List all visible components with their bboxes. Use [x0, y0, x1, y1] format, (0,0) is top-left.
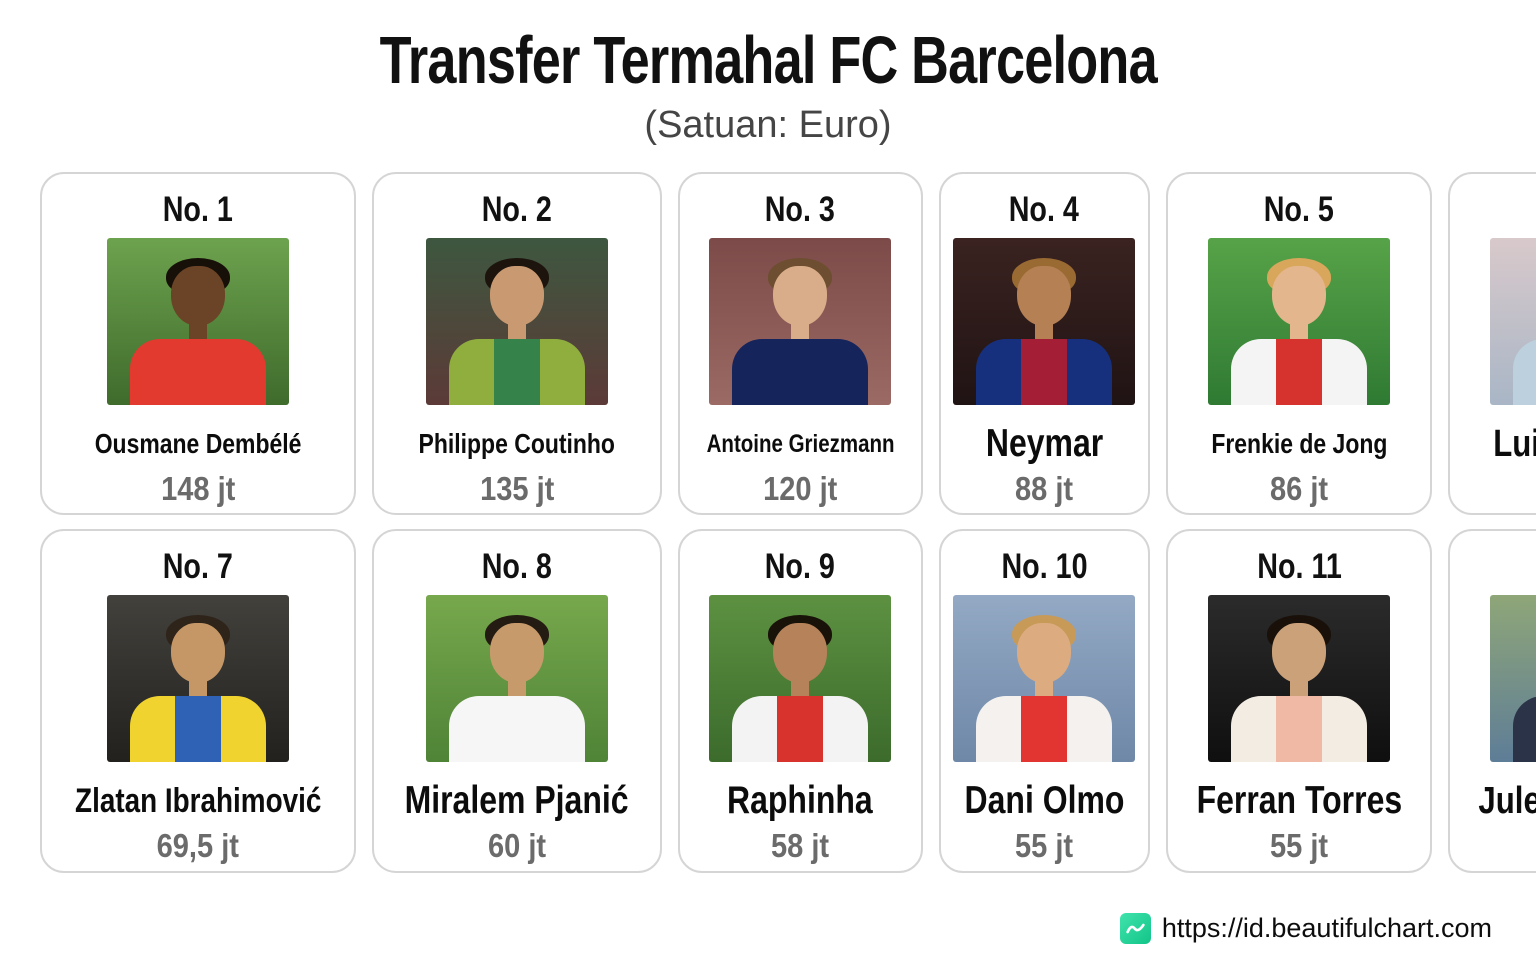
player-card: No. 5 Frenkie de Jong 86 jt [1165, 172, 1433, 515]
page-subtitle: (Satuan: Euro) [644, 104, 892, 147]
player-card: No. 9 Raphinha 58 jt [677, 529, 923, 873]
player-name: Ousmane Dembélé [94, 428, 302, 459]
player-card: No. 8 Miralem Pjanić 60 jt [372, 529, 662, 873]
transfer-value: 120 jt [762, 470, 838, 507]
player-neck [189, 322, 208, 340]
player-jersey [732, 696, 869, 762]
rank-label: No. 8 [481, 547, 553, 586]
rank-label: No. 10 [1001, 547, 1088, 586]
player-face [1272, 266, 1327, 326]
player-photo [709, 595, 892, 762]
player-card: No. 12 Jules Koundé 50 jt [1448, 529, 1536, 873]
player-face [1017, 623, 1072, 683]
player-jersey [448, 696, 585, 762]
player-neck [1290, 679, 1309, 697]
rank-label: No. 11 [1256, 547, 1342, 586]
player-name: Zlatan Ibrahimović [75, 781, 322, 820]
rank-label: No. 7 [163, 547, 234, 586]
player-jersey [448, 339, 585, 405]
player-name: Miralem Pjanić [404, 779, 629, 822]
player-neck [507, 322, 526, 340]
transfer-value: 86 jt [1270, 470, 1329, 507]
player-card: No. 6 Luis Suárez 81,7 jt [1448, 172, 1536, 515]
player-face [171, 623, 226, 683]
player-photo [953, 595, 1136, 762]
player-face [171, 266, 226, 326]
player-neck [1035, 322, 1054, 340]
player-name: Luis Suárez [1493, 422, 1536, 465]
player-name: Frenkie de Jong [1211, 428, 1388, 459]
player-card: No. 1 Ousmane Dembélé 148 jt [40, 172, 357, 515]
player-photo [425, 238, 608, 405]
player-card: No. 10 Dani Olmo 55 jt [938, 529, 1150, 873]
transfer-value: 69,5 jt [157, 827, 240, 864]
player-neck [791, 322, 810, 340]
transfer-value: 88 jt [1015, 470, 1074, 507]
player-photo [1208, 595, 1391, 762]
player-card: No. 4 Neymar 88 jt [938, 172, 1150, 515]
player-name: Raphinha [727, 779, 873, 822]
transfer-value: 60 jt [487, 827, 547, 864]
rank-label: No. 12 [1456, 541, 1536, 593]
player-card: No. 3 Antoine Griezmann 120 jt [677, 172, 923, 515]
player-jersey [976, 339, 1113, 405]
player-face [489, 266, 544, 326]
page-title: Transfer Termahal FC Barcelona [379, 23, 1157, 98]
transfer-value: 81,7 jt [1456, 467, 1536, 511]
player-photo [709, 238, 892, 405]
transfer-value: 50 jt [1456, 824, 1536, 868]
rank-label: No. 6 [1456, 184, 1536, 236]
rank-label: No. 4 [1009, 190, 1080, 229]
player-name: Neymar [985, 422, 1103, 465]
player-photo [107, 595, 290, 762]
player-neck [791, 679, 810, 697]
player-name: Ferran Torres [1196, 779, 1402, 822]
player-photo [1490, 238, 1536, 405]
rank-label: No. 3 [765, 190, 836, 229]
transfer-value: 148 jt [161, 470, 236, 507]
player-photo [1208, 238, 1391, 405]
player-face [773, 266, 828, 326]
footer: https://id.beautifulchart.com [1119, 913, 1492, 944]
transfer-value: 135 jt [479, 470, 555, 507]
player-face [489, 623, 544, 683]
player-neck [1290, 322, 1309, 340]
player-neck [189, 679, 208, 697]
player-name: Jules Koundé [1478, 779, 1536, 822]
player-neck [1035, 679, 1054, 697]
transfer-value: 58 jt [771, 827, 830, 864]
rank-label: No. 9 [765, 547, 836, 586]
page-header: Transfer Termahal FC Barcelona (Satuan: … [0, 0, 1536, 147]
player-photo [107, 238, 290, 405]
player-face [1017, 266, 1072, 326]
cards-grid: No. 1 Ousmane Dembélé 148 jt No. 2 Phili… [40, 172, 1536, 873]
player-card: No. 2 Philippe Coutinho 135 jt [372, 172, 662, 515]
transfer-value: 55 jt [1015, 827, 1074, 864]
player-jersey [1231, 339, 1368, 405]
player-jersey [1513, 339, 1536, 405]
player-photo [953, 238, 1136, 405]
player-name: Dani Olmo [964, 779, 1125, 822]
player-photo [1490, 595, 1536, 762]
wave-chart-icon [1119, 913, 1151, 944]
player-name: Antoine Griezmann [706, 429, 895, 458]
player-neck [507, 679, 526, 697]
player-jersey [130, 696, 267, 762]
player-name: Philippe Coutinho [418, 428, 616, 459]
transfer-value: 55 jt [1270, 827, 1329, 864]
player-face [773, 623, 828, 683]
player-jersey [732, 339, 869, 405]
rank-label: No. 1 [163, 190, 234, 229]
player-photo [425, 595, 608, 762]
rank-label: No. 2 [481, 190, 553, 229]
player-face [1272, 623, 1327, 683]
player-jersey [976, 696, 1113, 762]
player-jersey [1513, 696, 1536, 762]
player-card: No. 11 Ferran Torres 55 jt [1165, 529, 1433, 873]
rank-label: No. 5 [1264, 190, 1335, 229]
player-jersey [130, 339, 267, 405]
player-jersey [1231, 696, 1368, 762]
footer-link[interactable]: https://id.beautifulchart.com [1161, 913, 1492, 943]
player-card: No. 7 Zlatan Ibrahimović 69,5 jt [40, 529, 357, 873]
